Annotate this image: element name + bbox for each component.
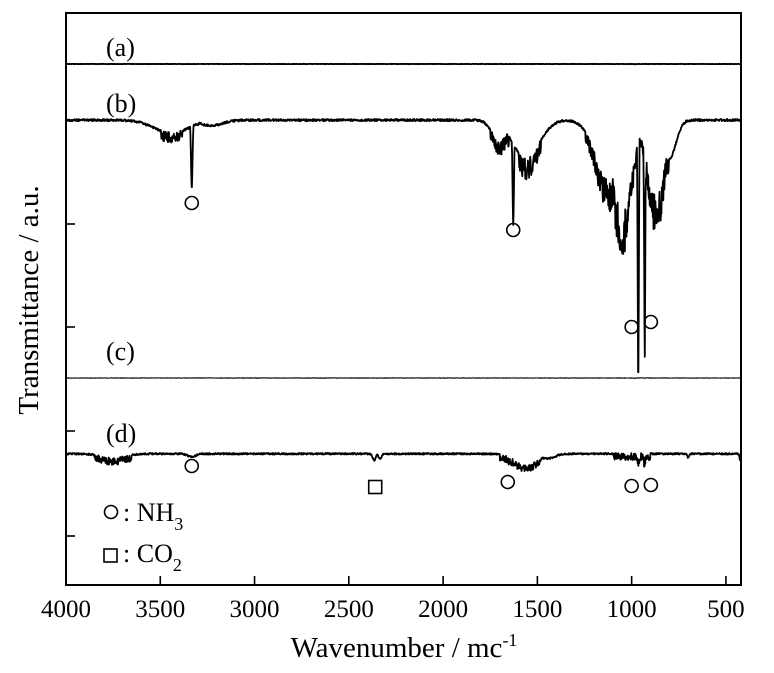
spectrum-traces xyxy=(65,62,742,472)
x-tick-label-2000: 2000 xyxy=(418,596,468,623)
x-tick-label-1500: 1500 xyxy=(512,596,562,623)
marker-d-1000 xyxy=(624,478,639,494)
panel-label-c: (c) xyxy=(106,337,135,366)
panel-label-d: (d) xyxy=(106,419,136,448)
panel-labels: (a) (b) (c) (d) xyxy=(106,33,136,448)
marker-d-3333 xyxy=(184,458,200,474)
panel-label-b: (b) xyxy=(106,89,136,118)
marker-d-1657 xyxy=(500,474,516,490)
x-tick-label-2500: 2500 xyxy=(324,596,374,623)
legend-nh3-label: : NH3 xyxy=(123,498,183,534)
marker-b-1628 xyxy=(505,222,521,238)
panel-label-a: (a) xyxy=(106,33,135,62)
marker-d-898 xyxy=(643,477,659,493)
legend-co2-marker xyxy=(103,548,118,563)
y-axis-ticks xyxy=(66,119,75,537)
legend-co2-subscript: 2 xyxy=(173,555,182,575)
legend-nh3-marker xyxy=(103,504,119,520)
trace-c xyxy=(65,377,742,379)
marker-d-2360 xyxy=(367,479,383,495)
legend-nh3-subscript: 3 xyxy=(174,514,183,534)
marker-b-3333 xyxy=(184,195,200,211)
x-axis-title: Wavenumber / mc-1 xyxy=(291,630,518,664)
y-axis-title: Transmittance / a.u. xyxy=(13,185,45,414)
x-tick-label-3000: 3000 xyxy=(230,596,280,623)
legend-nh3-text: : NH xyxy=(123,498,175,527)
x-axis-title-text: Wavenumber / mc xyxy=(291,632,503,664)
x-tick-label-4000: 4000 xyxy=(41,596,91,623)
x-axis-ticks: 4000 3500 3000 2500 2000 1500 1000 500 xyxy=(41,576,745,623)
x-tick-label-500: 500 xyxy=(707,596,745,623)
x-tick-label-1000: 1000 xyxy=(607,596,657,623)
marker-b-898 xyxy=(643,314,659,330)
x-tick-label-3500: 3500 xyxy=(135,596,185,623)
peak-markers xyxy=(184,195,659,495)
trace-d xyxy=(65,452,742,472)
legend: : NH3 : CO2 xyxy=(103,498,183,575)
legend-co2-label: : CO2 xyxy=(123,539,182,575)
plot-frame xyxy=(65,12,742,586)
legend-co2-text: : CO xyxy=(123,539,173,568)
trace-b xyxy=(65,118,742,374)
x-axis-title-superscript: -1 xyxy=(502,630,517,650)
marker-b-1000 xyxy=(624,319,639,335)
